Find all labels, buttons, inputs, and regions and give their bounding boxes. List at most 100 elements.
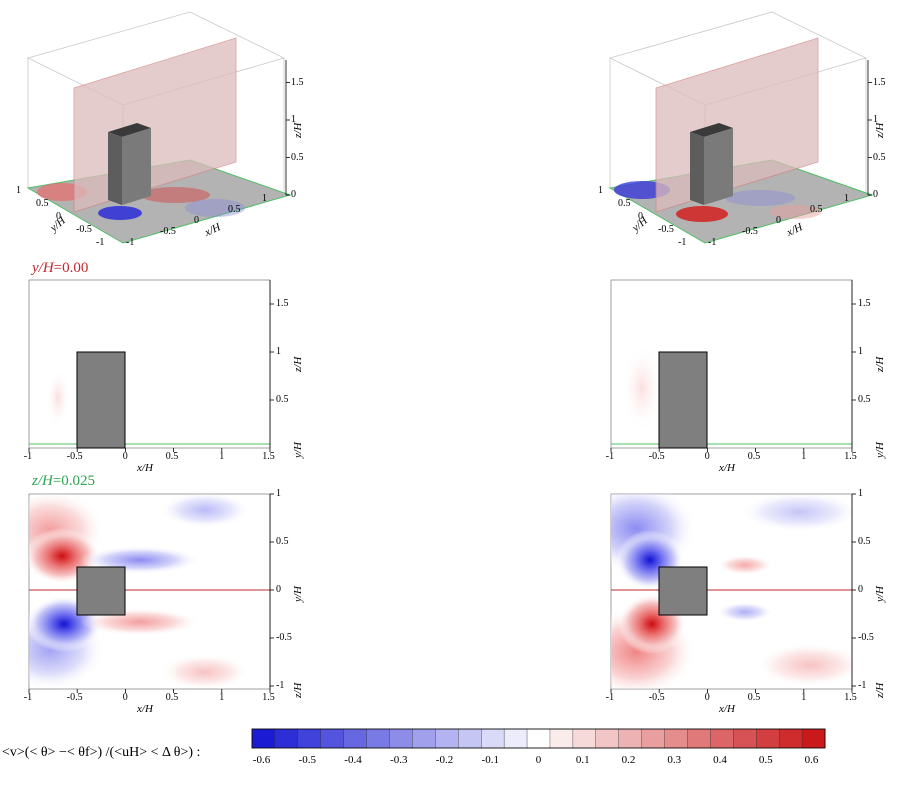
colorbar-tick-label: 0.6 bbox=[804, 754, 819, 766]
x-tick-label: 0.5 bbox=[747, 451, 761, 462]
colorbar-tick-label: 0.2 bbox=[621, 754, 636, 766]
x-tick-label: 0 bbox=[704, 692, 710, 703]
colorbar-tick-label: -0.2 bbox=[435, 754, 454, 766]
colorbar-tick-label: 0.5 bbox=[758, 754, 773, 766]
z3d-tick-label: 1.5 bbox=[873, 76, 886, 88]
y-axis-label: y/H bbox=[292, 586, 304, 602]
y3d-tick-label: -1 bbox=[96, 237, 105, 248]
x3d-tick-label: -1 bbox=[708, 237, 717, 248]
x-axis-label: x/H bbox=[137, 462, 153, 474]
building-block bbox=[76, 566, 126, 616]
y-tick-label: 1 bbox=[858, 488, 863, 499]
building-block bbox=[658, 566, 708, 616]
colorbar-tick-label: -0.6 bbox=[252, 754, 271, 766]
x-tick-label: -1 bbox=[605, 692, 615, 703]
z-axis-label: z/H bbox=[292, 356, 304, 372]
x-tick-label: 1.5 bbox=[844, 692, 857, 703]
x-tick-label: -1 bbox=[23, 692, 33, 703]
x-axis-label: x/H bbox=[719, 462, 735, 474]
colorbar-tick-label: 0.1 bbox=[575, 754, 590, 766]
colorbar-tick-label: -0.1 bbox=[481, 754, 499, 766]
y-tick-label: 1 bbox=[276, 488, 281, 499]
colorbar-tick-label: -0.4 bbox=[344, 754, 362, 766]
x3d-tick-label: -0.5 bbox=[742, 226, 758, 237]
y3d-tick-label: 0.5 bbox=[618, 198, 631, 209]
y-tick-label: -0.5 bbox=[858, 632, 874, 643]
z-tick-label: 1 bbox=[276, 346, 281, 357]
x3d-tick-label: 1 bbox=[262, 193, 267, 204]
x3d-tick-label: 0.5 bbox=[228, 204, 241, 215]
y3d-tick-label: 1 bbox=[598, 185, 603, 196]
section-title-y: y/H=0.00 bbox=[32, 260, 89, 276]
colorbar-tick-label: -0.5 bbox=[298, 754, 316, 766]
y-tick-label: 0.5 bbox=[276, 536, 289, 547]
x-axis-label: x/H bbox=[137, 703, 153, 715]
y3d-tick-label: 1 bbox=[16, 185, 21, 196]
colorbar bbox=[251, 728, 826, 749]
x-tick-label: 0.5 bbox=[165, 692, 179, 703]
x-tick-label: -0.5 bbox=[648, 451, 665, 462]
x-tick-label: 1 bbox=[219, 692, 225, 703]
z3d-axis-label: z/H bbox=[292, 122, 304, 138]
side-panel-right bbox=[610, 279, 853, 449]
colorbar-tick-label: 0.3 bbox=[667, 754, 682, 766]
x3d-tick-label: 1 bbox=[844, 193, 849, 204]
x-tick-label: 0 bbox=[122, 692, 128, 703]
y-axis-label: y/H bbox=[874, 442, 886, 458]
x-tick-label: 1.5 bbox=[262, 451, 275, 462]
y-tick-label: 0 bbox=[858, 584, 863, 595]
perspective-panel-right bbox=[608, 11, 874, 244]
z3d-axis-label: z/H bbox=[874, 122, 886, 138]
colorbar-tick-label: -0.3 bbox=[390, 754, 408, 766]
x-tick-label: 1 bbox=[219, 451, 225, 462]
building-block bbox=[76, 351, 126, 449]
z3d-tick-label: 0 bbox=[873, 189, 878, 200]
x-tick-label: 0 bbox=[704, 451, 710, 462]
z3d-tick-label: 1 bbox=[291, 114, 296, 125]
z3d-tick-label: 1.5 bbox=[291, 76, 304, 88]
y-tick-label: 0 bbox=[276, 584, 281, 595]
z-tick-label: 1 bbox=[858, 346, 863, 357]
y3d-axis-label: y/H bbox=[48, 214, 68, 235]
x3d-tick-label: 0 bbox=[194, 215, 199, 226]
x3d-tick-label: -0.5 bbox=[160, 226, 176, 237]
x3d-tick-label: 0 bbox=[776, 215, 781, 226]
x-tick-label: 0.5 bbox=[165, 451, 179, 462]
y-tick-label: 0.5 bbox=[858, 536, 871, 547]
colorbar-frame bbox=[251, 728, 826, 749]
plan-panel-left bbox=[28, 493, 271, 690]
y-tick-label: -0.5 bbox=[276, 632, 292, 643]
z3d-tick-label: 0.5 bbox=[873, 151, 886, 163]
y3d-tick-label: 0 bbox=[638, 211, 643, 222]
x-tick-label: 0 bbox=[122, 451, 128, 462]
x-tick-label: -0.5 bbox=[66, 451, 83, 462]
x3d-axis-label: x/H bbox=[203, 221, 223, 239]
plan-panel-right bbox=[610, 493, 853, 690]
x-axis-label: x/H bbox=[719, 703, 735, 715]
y3d-tick-label: 0 bbox=[56, 211, 61, 222]
y-axis-label: y/H bbox=[874, 586, 886, 602]
x-tick-label: -1 bbox=[23, 451, 33, 462]
x3d-tick-label: -1 bbox=[126, 237, 135, 248]
y3d-axis-label: y/H bbox=[630, 214, 650, 235]
y-tick-label: -1 bbox=[276, 680, 285, 691]
z-tick-label: 1.5 bbox=[858, 298, 871, 309]
building-block bbox=[658, 351, 708, 449]
x-tick-label: 0.5 bbox=[747, 692, 761, 703]
x-tick-label: 1 bbox=[801, 692, 807, 703]
y3d-tick-label: -0.5 bbox=[76, 224, 92, 235]
perspective-panel-left bbox=[26, 11, 292, 244]
z-axis-label: z/H bbox=[874, 356, 886, 372]
z-tick-label: 0.5 bbox=[276, 394, 289, 405]
y-tick-label: -1 bbox=[858, 680, 867, 691]
colorbar-tick-label: 0.4 bbox=[713, 754, 727, 766]
x-tick-label: 1.5 bbox=[844, 451, 857, 462]
x3d-tick-label: 0.5 bbox=[810, 204, 823, 215]
x-tick-label: 1 bbox=[801, 451, 807, 462]
y3d-tick-label: -0.5 bbox=[658, 224, 674, 235]
z-axis-label: z/H bbox=[874, 682, 886, 698]
z-axis-label: z/H bbox=[292, 682, 304, 698]
x-tick-label: -0.5 bbox=[648, 692, 665, 703]
